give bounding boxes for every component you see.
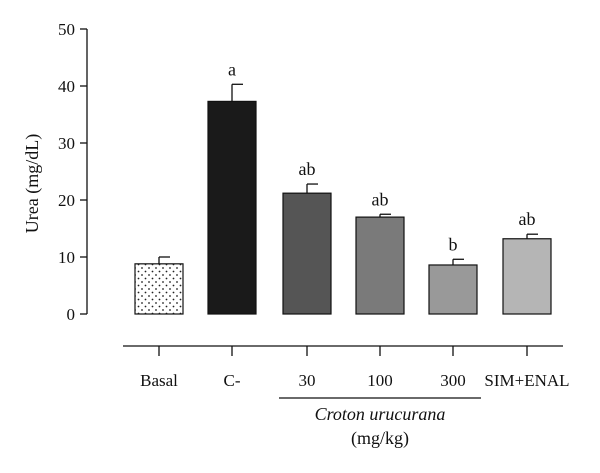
category-label: Basal — [140, 371, 178, 390]
significance-label: ab — [519, 209, 536, 229]
bar-basal — [134, 263, 184, 315]
category-labels: Basal C- 30 100 300 SIM+ENAL — [140, 371, 569, 390]
y-tick-label: 50 — [58, 20, 75, 39]
group-name: Croton urucurana — [315, 404, 446, 424]
error-bars — [158, 83, 538, 265]
x-ticks — [158, 346, 528, 356]
bar-c- — [207, 100, 257, 315]
y-tick-label: 30 — [58, 134, 75, 153]
significance-label: a — [228, 59, 236, 79]
y-tick-label: 20 — [58, 191, 75, 210]
significance-label: b — [449, 234, 458, 254]
bar-300 — [428, 264, 478, 315]
category-label: 300 — [440, 371, 466, 390]
y-tick-label: 0 — [67, 305, 76, 324]
category-label: 30 — [299, 371, 316, 390]
significance-labels: a ab ab b ab — [228, 59, 536, 254]
y-axis-label: Urea (mg/dL) — [22, 134, 43, 233]
y-axis: 0 10 20 30 40 50 — [58, 20, 88, 324]
category-label: 100 — [367, 371, 393, 390]
bars — [134, 100, 552, 315]
bar-30 — [282, 192, 332, 315]
significance-label: ab — [299, 159, 316, 179]
bar-100 — [355, 216, 405, 315]
category-label: C- — [224, 371, 241, 390]
category-label: SIM+ENAL — [484, 371, 569, 390]
significance-label: ab — [372, 189, 389, 209]
bar-sim-enal — [502, 238, 552, 315]
group-unit: (mg/kg) — [351, 428, 409, 449]
y-tick-label: 40 — [58, 77, 75, 96]
y-tick-label: 10 — [58, 248, 75, 267]
